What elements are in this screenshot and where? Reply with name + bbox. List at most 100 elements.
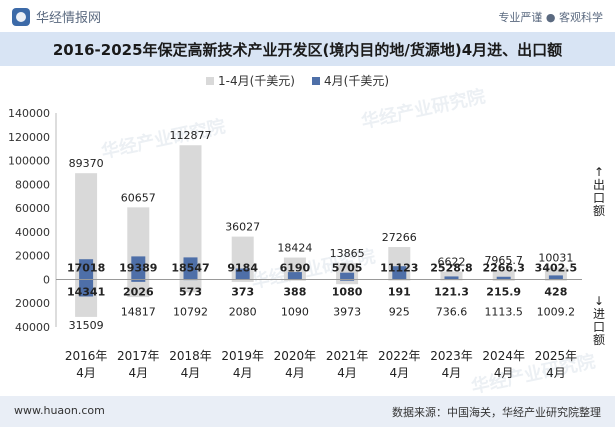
bar-cumulative-import <box>127 279 150 298</box>
bar-monthly-export <box>496 276 511 280</box>
data-label-monthly-export: 2266.3 <box>482 261 524 274</box>
x-tick-label: 2022年 <box>378 349 421 363</box>
data-label-cumulative-export: 36027 <box>225 221 260 234</box>
bar-cumulative-import <box>179 279 202 293</box>
data-label-monthly-import: 573 <box>179 285 202 298</box>
data-label-monthly-export: 17018 <box>67 261 105 274</box>
data-label-monthly-import: 2026 <box>123 285 154 298</box>
data-label-monthly-export: 5705 <box>332 261 363 274</box>
bar-cumulative-import <box>492 279 515 281</box>
legend-label-cumulative: 1-4月(千美元) <box>218 74 295 88</box>
data-label-cumulative-export: 27266 <box>382 231 417 244</box>
export-axis-label: ↑ 出口额 <box>592 166 606 218</box>
chart: 1-4月(千美元) 4月(千美元) 140000 120000 100000 80000 6… <box>8 74 582 380</box>
data-label-cumulative-export: 7965.7 <box>484 254 523 267</box>
y-tick-label: 20000 <box>15 250 50 263</box>
legend-label-monthly: 4月(千美元) <box>324 74 389 88</box>
data-label-cumulative-export: 6622 <box>438 256 466 269</box>
legend-swatch-monthly <box>312 77 320 85</box>
x-tick-label: 4月 <box>389 366 409 380</box>
bar-cumulative-import <box>231 279 254 282</box>
bar-cumulative-export <box>492 269 515 280</box>
data-label-cumulative-export: 112877 <box>170 129 212 142</box>
brand[interactable]: 华经情报网 <box>12 7 101 26</box>
arrow-up-icon: ↑ <box>593 165 605 179</box>
bar-monthly-export <box>235 268 250 280</box>
bar-monthly-export <box>183 257 198 280</box>
import-axis-label: ↓ 进口额 <box>592 295 606 347</box>
bar-cumulative-export <box>75 173 98 280</box>
x-tick-label: 4月 <box>285 366 305 380</box>
data-label-monthly-export: 19389 <box>119 261 157 274</box>
arrow-down-icon: ↓ <box>593 294 605 308</box>
data-label-monthly-export: 9184 <box>227 261 258 274</box>
data-label-monthly-import: 215.9 <box>486 285 521 298</box>
data-label-cumulative-export: 89370 <box>69 157 104 170</box>
data-label-cumulative-import: 3973 <box>333 305 361 318</box>
footer-website-link[interactable]: www.huaon.com <box>14 404 105 417</box>
tagline: 专业严谨 ● 客观科学 <box>498 11 603 24</box>
y-tick-label: 100000 <box>8 155 50 168</box>
data-label-monthly-import: 121.3 <box>434 285 469 298</box>
import-label-text: 进口额 <box>592 307 605 347</box>
bar-monthly-export <box>340 272 355 280</box>
data-label-cumulative-import: 31509 <box>69 319 104 332</box>
data-label-monthly-import: 1080 <box>332 285 363 298</box>
bar-monthly-import <box>340 279 355 281</box>
legend-swatch-cumulative <box>206 77 214 85</box>
x-tick-label: 2025年 <box>535 349 578 363</box>
data-label-monthly-export: 6190 <box>280 261 311 274</box>
data-label-cumulative-export: 60657 <box>121 191 156 204</box>
x-tick-label: 4月 <box>233 366 253 380</box>
data-label-cumulative-import: 2080 <box>229 305 257 318</box>
x-tick-label: 2019年 <box>221 349 264 363</box>
data-label-cumulative-import: 1090 <box>281 305 309 318</box>
x-tick-label: 2021年 <box>326 349 369 363</box>
bar-monthly-export <box>287 272 302 280</box>
y-tick-label: 120000 <box>8 131 50 144</box>
x-tick-label: 2024年 <box>482 349 525 363</box>
x-tick-label: 4月 <box>546 366 566 380</box>
x-tick-label: 2018年 <box>169 349 212 363</box>
footer-source: 数据来源：中国海关，华经产业研究院整理 <box>392 406 601 419</box>
bar-monthly-export <box>392 266 407 280</box>
x-tick-label: 2017年 <box>117 349 160 363</box>
title-bar: 2016-2025年保定高新技术产业开发区(境内目的地/货源地)4月进、出口额 <box>0 32 615 66</box>
brand-logo-icon <box>12 7 30 26</box>
data-label-monthly-import: 428 <box>544 285 567 298</box>
bar-monthly-export <box>131 256 146 280</box>
x-tick-label: 4月 <box>128 366 148 380</box>
data-label-monthly-export: 2528.8 <box>430 261 472 274</box>
bar-cumulative-export <box>440 271 463 280</box>
data-label-monthly-import: 14341 <box>67 285 105 298</box>
bar-monthly-export <box>444 276 459 280</box>
data-label-cumulative-import: 1113.5 <box>484 305 523 318</box>
footer: www.huaon.com 数据来源：中国海关，华经产业研究院整理 <box>0 396 615 427</box>
data-label-monthly-import: 191 <box>388 285 411 298</box>
bar-monthly-import <box>79 279 94 297</box>
brand-name: 华经情报网 <box>36 11 102 26</box>
data-label-cumulative-import: 925 <box>389 305 410 318</box>
bar-monthly-import <box>131 279 146 282</box>
data-label-cumulative-import: 10792 <box>173 305 208 318</box>
y-tick-label: 40000 <box>15 226 50 239</box>
x-tick-label: 2023年 <box>430 349 473 363</box>
top-bar: 华经情报网 专业严谨 ● 客观科学 <box>0 0 615 32</box>
data-label-cumulative-import: 736.6 <box>436 305 468 318</box>
x-tick-label: 4月 <box>494 366 514 380</box>
data-label-monthly-import: 388 <box>283 285 306 298</box>
data-label-cumulative-export: 18424 <box>277 242 312 255</box>
x-tick-label: 2020年 <box>274 349 317 363</box>
y-tick-label: 80000 <box>15 178 50 191</box>
bar-cumulative-import <box>283 279 306 281</box>
x-tick-label: 4月 <box>337 366 357 380</box>
bar-cumulative-import <box>336 279 359 285</box>
y-tick-label: 60000 <box>15 202 50 215</box>
y-tick-label: 20000 <box>15 297 50 310</box>
bar-cumulative-export <box>179 145 202 280</box>
bar-monthly-export <box>548 275 563 280</box>
x-tick-label: 2016年 <box>65 349 108 363</box>
y-tick-label: 40000 <box>15 321 50 334</box>
data-label-cumulative-import: 14817 <box>121 305 156 318</box>
data-label-cumulative-import: 1009.2 <box>537 305 576 318</box>
